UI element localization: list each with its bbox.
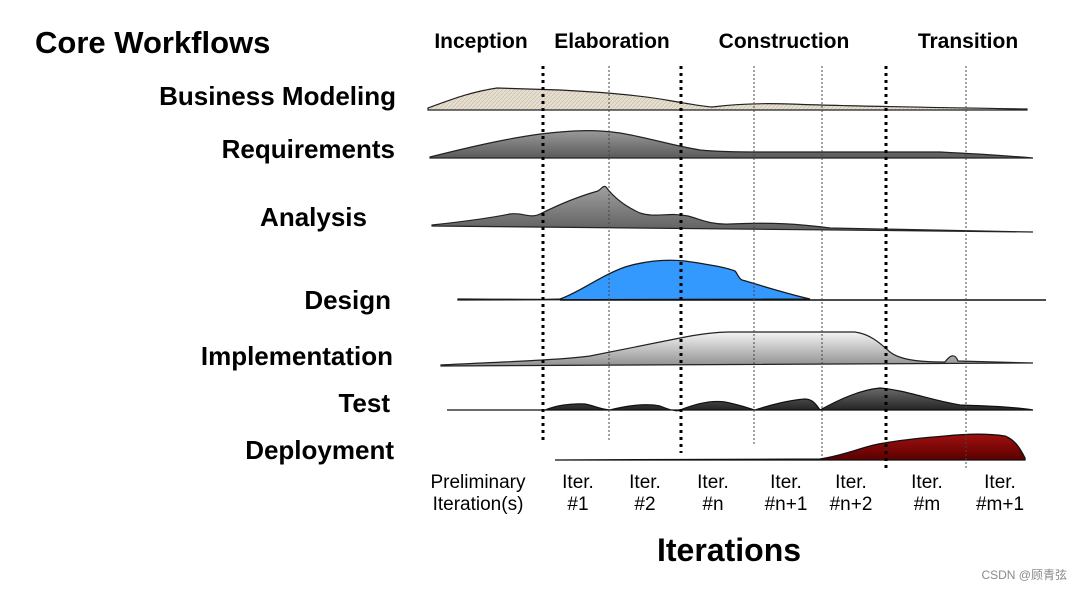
- iteration-label-line2: Iteration(s): [432, 494, 524, 515]
- workflow-implementation: Implementation: [200, 341, 393, 371]
- iteration-label-line2: #1: [567, 494, 589, 515]
- test-curve: [447, 387, 1034, 412]
- phase-transition: Transition: [917, 30, 1019, 53]
- workflow-business-modeling: Business Modeling: [159, 81, 396, 111]
- iteration-label-m: Iter. #m: [911, 472, 943, 516]
- iteration-label-line2: #m: [913, 494, 941, 515]
- business-modeling-curve: [427, 87, 1028, 111]
- x-axis-label: Iterations: [657, 532, 802, 568]
- deployment-curve: [554, 433, 1026, 461]
- iteration-label-line2: #m+1: [975, 494, 1025, 515]
- iteration-label-m-plus-1: Iter. #m+1: [976, 472, 1024, 516]
- analysis-curve: [431, 185, 1034, 233]
- iteration-label-n-plus-1: Iter. #n+1: [765, 472, 808, 516]
- iteration-label-2: Iter. #2: [629, 472, 661, 516]
- iteration-label-line1: Iter.: [629, 472, 661, 493]
- iteration-label-line1: Iter.: [835, 472, 867, 493]
- phase-construction: Construction: [718, 30, 850, 53]
- workflow-analysis: Analysis: [260, 202, 367, 232]
- iteration-label-preliminary: Preliminary Iteration(s): [430, 472, 525, 516]
- iteration-label-line2: #n: [702, 494, 724, 515]
- iteration-label-line2: #2: [634, 494, 656, 515]
- workflow-test: Test: [338, 388, 390, 418]
- iteration-label-line2: #n+1: [764, 494, 808, 515]
- page-title: Core Workflows: [35, 25, 271, 60]
- iteration-label-line1: Iter.: [770, 472, 802, 493]
- phase-inception: Inception: [434, 30, 528, 53]
- iteration-label-line1: Iter.: [697, 472, 729, 493]
- workflow-design: Design: [304, 285, 391, 315]
- workflow-requirements: Requirements: [221, 134, 395, 164]
- phase-elaboration: Elaboration: [554, 30, 670, 53]
- watermark: CSDN @顾青弦: [981, 568, 1067, 582]
- design-curve: [457, 259, 811, 301]
- requirements-curve: [429, 130, 1034, 159]
- iteration-label-line1: Iter.: [562, 472, 594, 493]
- iteration-label-1: Iter. #1: [562, 472, 594, 516]
- workflow-deployment: Deployment: [245, 435, 394, 465]
- iteration-label-n-plus-2: Iter. #n+2: [830, 472, 873, 516]
- iteration-label-line1: Iter.: [984, 472, 1016, 493]
- iteration-label-line2: #n+2: [829, 494, 873, 515]
- iteration-label-line1: Iter.: [911, 472, 943, 493]
- implementation-curve: [440, 331, 1034, 367]
- iteration-label-line1: Preliminary: [430, 472, 526, 493]
- iteration-label-n: Iter. #n: [697, 472, 729, 516]
